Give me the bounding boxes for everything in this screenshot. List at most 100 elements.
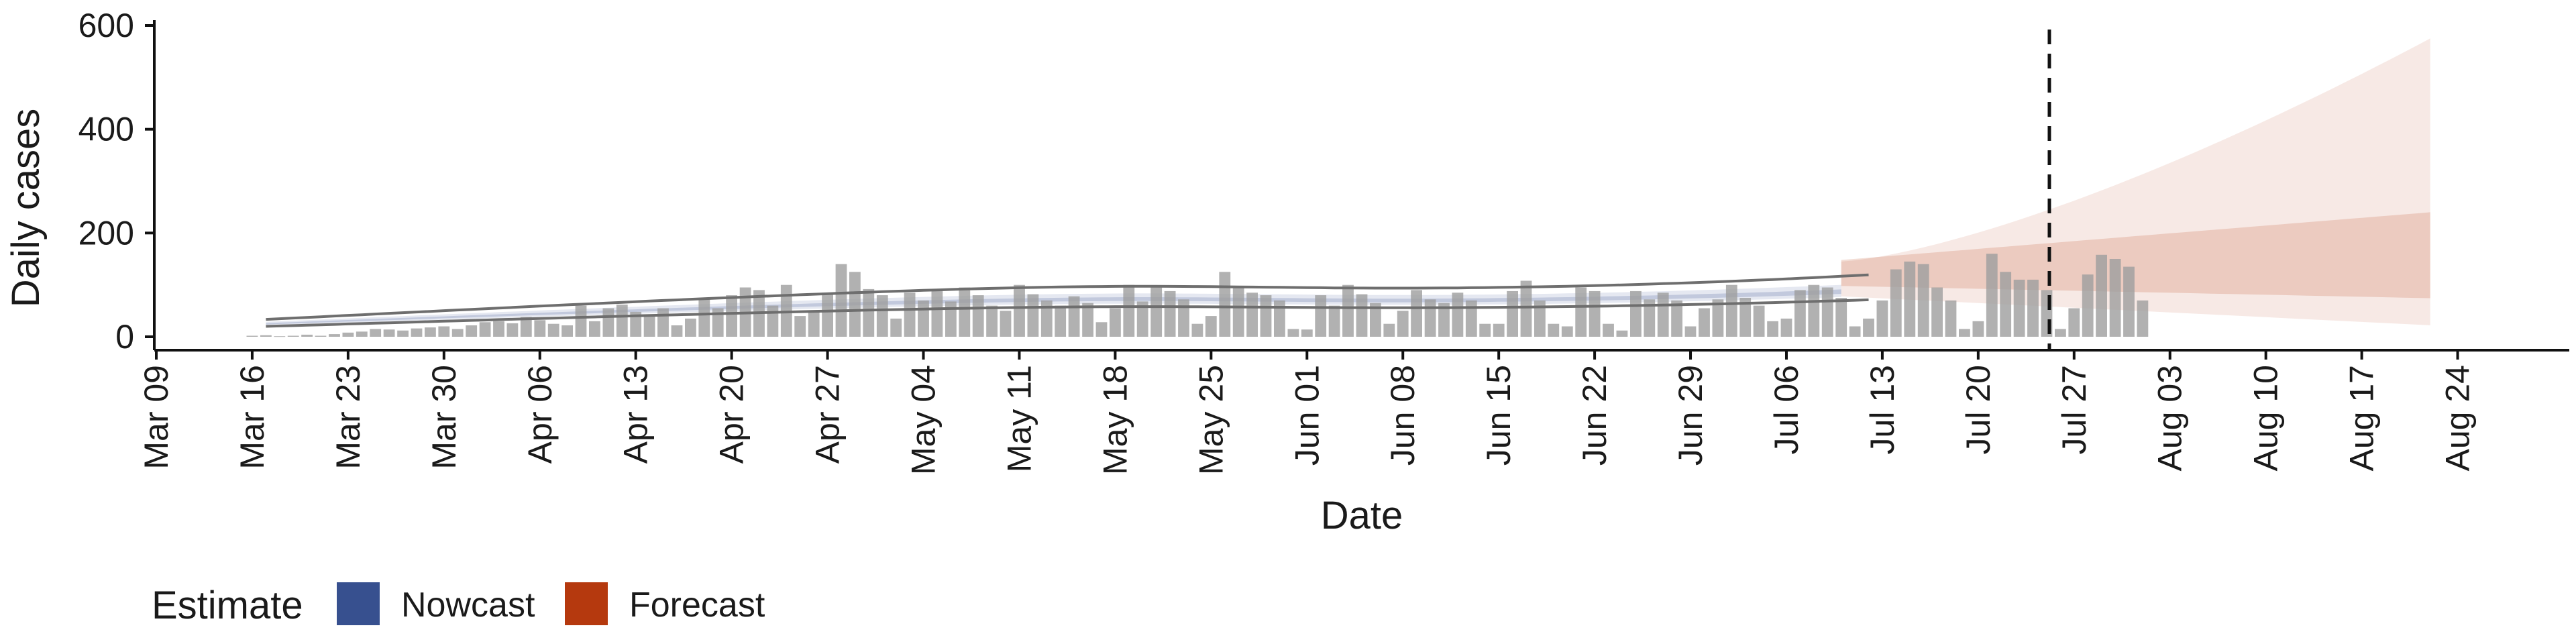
x-tick-label: Apr 27: [809, 365, 847, 464]
case-bar: [1808, 284, 1820, 337]
case-bar: [1027, 294, 1039, 337]
case-bar: [1150, 287, 1163, 337]
case-bar: [972, 295, 984, 337]
y-tick-label: 400: [78, 111, 134, 148]
case-bar: [329, 334, 340, 337]
case-bar: [1082, 303, 1093, 337]
case-bar: [1219, 272, 1231, 337]
case-bar: [1246, 292, 1258, 337]
case-bar: [616, 305, 628, 337]
case-bar: [1068, 296, 1080, 337]
case-bar: [1671, 300, 1682, 337]
case-bar: [1342, 284, 1354, 337]
case-bar: [1849, 326, 1861, 337]
forecast-band-90: [1841, 38, 2430, 325]
case-bar: [1931, 287, 1943, 337]
case-bar: [931, 290, 943, 337]
case-bar: [1780, 318, 1792, 337]
estimate-lower-line: [266, 298, 1869, 328]
case-bar: [849, 272, 861, 337]
case-bar: [1424, 299, 1436, 337]
case-bar: [808, 311, 820, 337]
case-bar: [411, 328, 423, 337]
case-bar: [835, 264, 847, 337]
case-bar: [397, 330, 409, 337]
case-bar: [1178, 299, 1189, 337]
case-bar: [1561, 326, 1573, 337]
case-bar: [1657, 292, 1669, 337]
case-bar: [451, 329, 464, 337]
x-axis-title: Date: [1321, 494, 1403, 537]
case-bar: [1287, 329, 1299, 337]
x-tick-label: May 11: [1000, 365, 1038, 472]
case-bar: [2082, 274, 2094, 337]
x-tick-label: Jul 20: [1960, 365, 1997, 454]
case-bar: [520, 317, 532, 337]
legend: Estimate Nowcast Forecast: [152, 582, 765, 627]
case-bar: [301, 334, 313, 337]
case-bar: [1205, 316, 1217, 337]
x-tick-label: Jun 22: [1576, 365, 1613, 466]
case-bar: [575, 305, 587, 337]
case-bar: [904, 292, 916, 337]
x-tick-label: Mar 09: [138, 365, 175, 470]
x-tick-label: Aug 03: [2151, 365, 2189, 471]
y-tick-label: 200: [78, 214, 134, 252]
x-tick-label: Jul 06: [1768, 365, 1805, 454]
case-bar: [493, 321, 504, 337]
case-bar: [1232, 287, 1244, 337]
forecast-bands: [1841, 38, 2430, 325]
x-tick-label: Jul 27: [2055, 365, 2093, 454]
case-bar: [822, 292, 833, 337]
y-axis-title: Daily cases: [4, 109, 48, 308]
case-bar: [260, 335, 272, 337]
x-tick-label: Apr 20: [713, 365, 751, 464]
case-bar: [671, 325, 683, 337]
case-bar: [1972, 321, 1984, 337]
x-tick-label: Jun 01: [1288, 365, 1326, 466]
case-bar: [2013, 279, 2025, 337]
case-bar: [2137, 300, 2149, 337]
case-bar: [1383, 323, 1395, 337]
case-bar: [1328, 305, 1340, 337]
case-bar: [1534, 300, 1546, 337]
case-bar: [466, 325, 478, 337]
case-bar: [2123, 266, 2135, 337]
legend-title: Estimate: [152, 584, 303, 627]
case-bar: [1725, 284, 1737, 337]
case-bar: [986, 305, 998, 337]
case-bar: [246, 335, 258, 337]
x-tick-label: Apr 06: [521, 365, 559, 464]
case-bar: [561, 325, 573, 337]
x-tick-label: Jun 08: [1384, 365, 1421, 466]
case-bar: [1904, 261, 1916, 337]
case-bar: [315, 335, 327, 337]
case-bar: [1274, 300, 1285, 337]
x-tick-label: Mar 23: [329, 365, 367, 470]
x-tick-label: Mar 16: [233, 365, 271, 470]
x-tick-label: Aug 10: [2247, 365, 2285, 471]
case-bar: [1876, 300, 1888, 337]
case-bar: [602, 308, 614, 337]
case-bar: [1767, 321, 1778, 337]
case-bar: [767, 305, 779, 337]
x-tick-label: May 18: [1096, 365, 1134, 475]
case-bar: [479, 322, 491, 337]
case-bar: [1507, 290, 1518, 337]
nowcast-band-90: [266, 284, 1841, 325]
y-tick-label: 600: [78, 7, 134, 44]
case-bar: [1684, 326, 1697, 337]
case-bar: [1465, 300, 1477, 337]
case-bar: [1479, 323, 1491, 337]
case-bar: [1040, 300, 1053, 337]
case-bar: [1260, 295, 1272, 337]
case-bar: [1589, 290, 1601, 337]
case-bar: [1739, 298, 1752, 337]
case-bar: [1397, 311, 1409, 337]
case-bar: [1630, 290, 1642, 337]
case-bar: [1123, 284, 1135, 337]
case-bar: [356, 331, 368, 337]
case-bar: [1603, 323, 1614, 337]
case-bar: [1315, 295, 1327, 337]
